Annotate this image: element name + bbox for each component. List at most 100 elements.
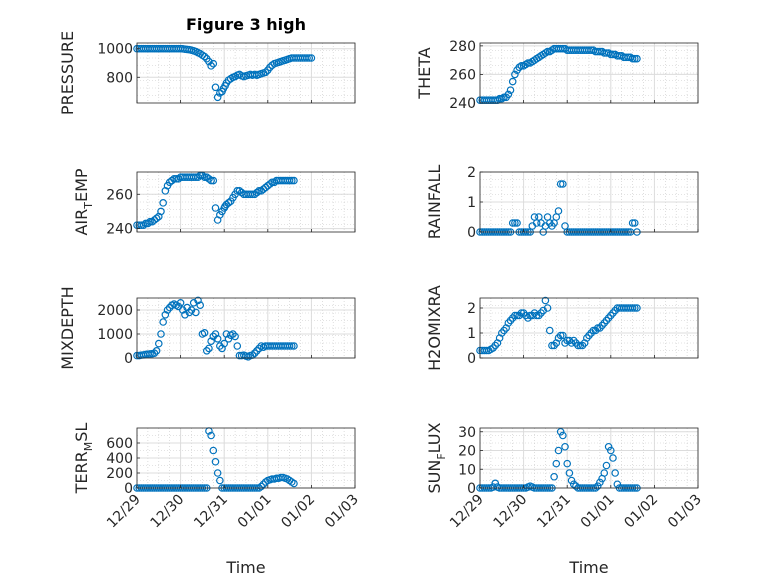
data-point: [200, 328, 209, 337]
data-point: [508, 219, 517, 227]
data-point: [556, 427, 565, 436]
data-point: [220, 339, 229, 348]
data-point: [181, 310, 189, 319]
data-point: [229, 330, 237, 338]
data-point: [559, 180, 567, 188]
data-point: [574, 341, 582, 350]
data-point: [157, 330, 165, 338]
data-point: [550, 472, 558, 481]
x-tick-label: 12/29: [104, 492, 144, 532]
y-tick-label: 0: [467, 225, 476, 241]
data-point: [255, 344, 263, 353]
data-point: [266, 180, 274, 188]
data-point: [248, 190, 257, 199]
axes-box: [479, 297, 699, 359]
data-point: [211, 330, 220, 338]
y-tick-label: 800: [106, 70, 133, 86]
data-point: [524, 59, 532, 67]
y-tick-label: 0: [467, 351, 476, 367]
data-point: [159, 199, 167, 207]
data-point: [253, 188, 261, 197]
data-point: [209, 446, 218, 455]
figure-title: Figure 3 high: [186, 15, 306, 34]
axes-box: [479, 42, 699, 104]
y-tick-label: 260: [106, 187, 133, 203]
data-point: [231, 332, 239, 341]
data-point: [491, 479, 500, 488]
data-point: [207, 337, 215, 346]
data-point: [482, 346, 491, 355]
data-point: [200, 173, 209, 181]
data-point: [213, 93, 222, 102]
y-tick-label: 2000: [97, 303, 133, 319]
data-point: [630, 54, 639, 63]
data-point: [567, 476, 576, 485]
y-tick-label: 1000: [97, 327, 133, 343]
data-point: [303, 54, 311, 62]
data-point: [233, 187, 242, 195]
y-tick-label: 1000: [97, 42, 133, 58]
data-point: [150, 349, 159, 358]
data-point: [305, 54, 314, 62]
y-tick-label: 30: [458, 425, 476, 441]
data-point: [290, 176, 298, 185]
data-point: [628, 304, 637, 312]
data-point: [257, 482, 266, 491]
axes-box: [479, 427, 699, 489]
data-point: [157, 207, 165, 216]
data-point: [205, 344, 213, 353]
data-point: [176, 298, 185, 307]
y-axis-label: RAINFALL: [425, 165, 444, 240]
panel-pressure: 800 1000 PRESSURE: [58, 31, 356, 115]
data-point: [144, 219, 152, 228]
data-point: [511, 311, 519, 320]
y-axis-label: SUNFLUX: [425, 422, 448, 493]
data-point: [189, 298, 198, 307]
x-axis-label-right: Time: [568, 558, 608, 577]
axes-box: [136, 171, 356, 233]
data-point: [155, 339, 163, 348]
data-point: [253, 346, 261, 355]
data-point: [250, 349, 259, 358]
data-point: [628, 219, 637, 227]
data-point: [554, 446, 563, 455]
x-tick-label: 01/02: [278, 492, 318, 532]
y-tick-label: 20: [458, 444, 476, 460]
data-point: [552, 459, 561, 468]
data-point: [630, 219, 639, 227]
data-point: [216, 342, 224, 350]
x-tick-label: 12/30: [148, 492, 188, 532]
y-tick-label: 600: [106, 436, 133, 452]
data-point: [211, 457, 220, 466]
y-tick-label: 280: [449, 39, 476, 55]
data-point: [628, 54, 637, 63]
data-point: [606, 446, 615, 455]
y-axis-label: MIXDEPTH: [58, 286, 77, 369]
x-tick-label: 01/03: [322, 492, 362, 532]
data-point: [602, 461, 611, 470]
data-point: [285, 176, 294, 185]
y-tick-label: 240: [449, 96, 476, 112]
data-point: [609, 454, 617, 462]
data-point: [287, 342, 296, 350]
panel-rainfall: 0 1 2 RAINFALL: [425, 165, 699, 241]
data-point: [187, 306, 196, 314]
data-point: [205, 57, 213, 66]
data-point: [152, 214, 161, 223]
x-tick-label: 12/29: [447, 492, 487, 532]
data-point: [596, 478, 604, 487]
panel-theta: 240 260 280 THETA: [415, 39, 699, 112]
data-point: [290, 342, 298, 350]
panel-air: 240 260 AIRTEMP: [72, 168, 356, 238]
data-point: [513, 219, 521, 227]
y-tick-label: 0: [124, 351, 133, 367]
y-tick-label: 1: [467, 326, 476, 342]
y-tick-label: 2: [467, 301, 476, 317]
data-point: [183, 303, 191, 312]
y-tick-label: 2: [467, 165, 476, 181]
y-axis-label: AIRTEMP: [72, 168, 95, 235]
data-point: [194, 296, 202, 305]
y-tick-label: 240: [106, 222, 133, 238]
